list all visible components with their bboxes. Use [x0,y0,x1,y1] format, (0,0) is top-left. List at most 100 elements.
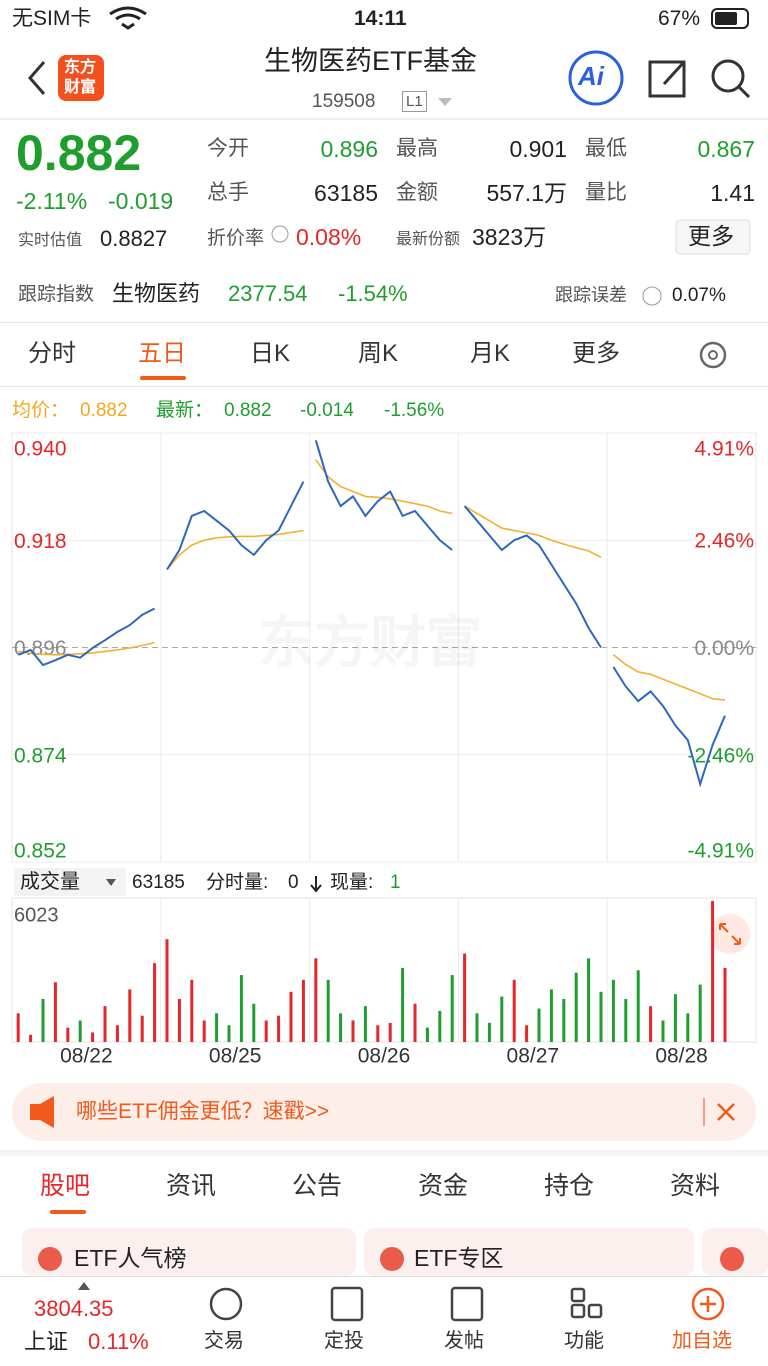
level: L1 [402,91,427,112]
date-label: 08/28 [655,1045,708,1068]
avg-label: 均价： [12,400,70,421]
tab[interactable]: 月K [470,340,511,367]
tracking-change: -1.54% [338,281,408,306]
tab[interactable]: 分时 [28,340,76,367]
divider [0,1150,768,1156]
volume-bar [264,1020,268,1042]
volume-bar [450,975,454,1042]
volume-bar [66,1027,70,1042]
banner[interactable] [12,1083,756,1141]
ai-icon[interactable] [568,50,624,106]
selector[interactable] [14,868,126,896]
last-change-pct: -1.56% [384,400,445,421]
volume-bar [339,1013,343,1042]
volume-bar [487,1022,491,1042]
info-icon[interactable] [271,225,289,243]
index-change: 0.11% [88,1329,149,1354]
field-value: 0.08% [296,224,362,250]
card-title[interactable]: ETF专区 [414,1245,504,1271]
avg-line [315,459,453,515]
tab[interactable]: 日K [250,340,291,367]
time: 14:11 [354,7,407,30]
volume-bar [227,1025,231,1042]
volume-bar [301,979,305,1042]
volume-bar [537,1008,541,1042]
trade-icon[interactable] [209,1287,243,1321]
more-button[interactable] [675,219,751,255]
nav-item[interactable]: 交易 [204,1330,244,1352]
close-icon[interactable] [717,1103,735,1121]
post-icon[interactable] [450,1286,484,1322]
avg-value: 0.882 [80,400,128,421]
volume-bar [103,1006,107,1042]
dropdown-icon[interactable] [438,98,452,106]
section-tab[interactable]: 资金 [418,1172,469,1200]
search-icon [737,85,751,99]
section-tab[interactable]: 资讯 [166,1172,217,1200]
tracking-value: 2377.54 [228,281,308,306]
section-tab[interactable]: 公告 [292,1172,343,1200]
title: 生物医药ETF基金 [264,46,477,76]
nav-item[interactable]: 定投 [324,1330,364,1352]
add-icon[interactable] [691,1287,725,1321]
card[interactable] [364,1228,694,1276]
card-icon [380,1247,404,1271]
ai-label[interactable]: Ai [578,61,604,91]
nav-item[interactable]: 功能 [564,1330,604,1352]
price-line [166,481,305,571]
card-icon [720,1247,744,1271]
y-tick-label: 0.918 [14,530,67,553]
field-label: 最高 [396,137,438,160]
invest-icon[interactable] [330,1286,364,1322]
volume-bar [673,994,677,1042]
field-label: 今开 [207,137,249,160]
card-title[interactable]: ETF人气榜 [74,1245,187,1271]
section-tab[interactable]: 股吧 [40,1172,91,1200]
more-label[interactable]: 更多 [688,223,734,249]
volume-bar [41,998,45,1042]
card[interactable] [22,1228,356,1276]
y-tick-label: 0.940 [14,438,67,461]
section-tab[interactable]: 持仓 [544,1172,595,1200]
y2-tick-label: 4.91% [694,438,754,461]
error-value: 0.07% [672,285,726,306]
divider [0,1276,768,1277]
volume-bar [363,1006,367,1042]
tab[interactable]: 五日 [138,340,186,367]
volume-bar [562,998,566,1042]
expand-button[interactable] [710,914,750,954]
tab-underline [140,376,186,380]
volume-bar [723,967,727,1042]
volume-bar [177,998,181,1042]
change-pct: -2.11% [16,188,88,214]
price-line [314,440,453,551]
help-icon[interactable] [642,286,662,306]
search-icon[interactable] [711,59,745,93]
volume-bar [128,989,132,1042]
share-icon[interactable] [648,60,686,98]
volume-bar [351,1020,355,1042]
volume-tick-label: 6023 [14,904,59,926]
section-tab[interactable]: 资料 [670,1172,721,1200]
tab[interactable]: 更多 [572,340,620,367]
tracking-label: 跟踪指数 [18,284,95,305]
back-icon[interactable] [28,61,46,95]
settings-icon[interactable] [699,341,727,369]
banner-text[interactable]: 哪些ETF佣金更低？速戳>> [76,1100,330,1123]
volume-bar [16,1013,20,1042]
nav-item[interactable]: 加自选 [672,1330,732,1352]
volume-selector[interactable]: 成交量 [20,871,80,893]
function-icon[interactable] [570,1287,586,1303]
nav-item[interactable]: 发帖 [444,1330,484,1352]
change: -0.019 [108,188,174,214]
period-label: 分时量: [206,872,269,893]
down-arrow [310,876,322,893]
tab[interactable]: 周K [358,340,399,367]
divider [0,322,768,323]
y2-tick-label: 0.00% [694,637,754,660]
volume-bar [91,1032,95,1042]
date-label: 08/26 [358,1045,411,1068]
volume-bar [475,1013,479,1042]
